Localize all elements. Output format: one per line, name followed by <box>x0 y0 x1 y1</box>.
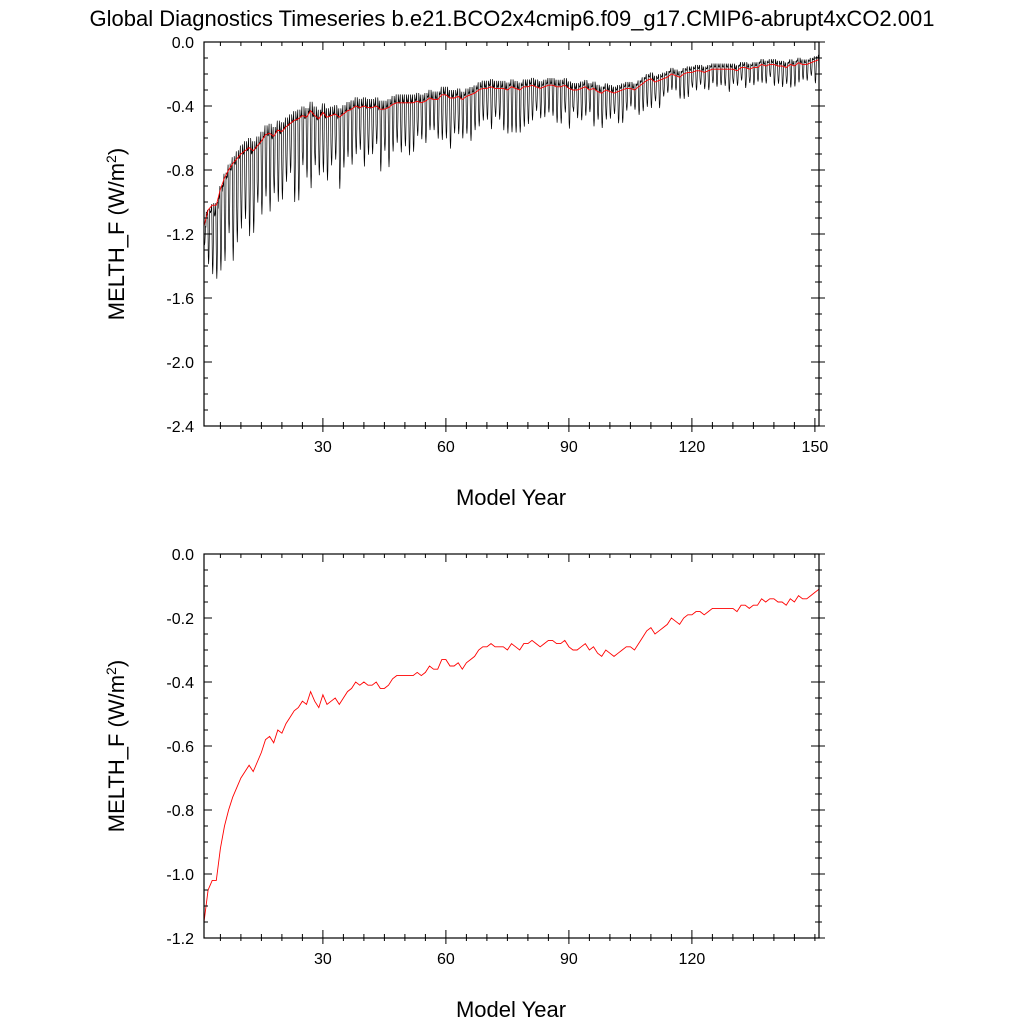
x-tick-label: 90 <box>560 439 578 456</box>
x-tick-label: 120 <box>679 951 706 968</box>
panel-bottom-tick-labels: 30 60 90 120 0.0 -0.2 -0.4 -0.6 -0.8 -1.0 -1.2 <box>166 547 705 968</box>
x-tick-label: 150 <box>802 439 829 456</box>
y-tick-label: -1.2 <box>166 931 194 948</box>
y-tick-label: 0.0 <box>172 35 194 52</box>
y-tick-label: -0.4 <box>166 99 194 116</box>
y-tick-label: -1.2 <box>166 227 194 244</box>
x-tick-label: 120 <box>679 439 706 456</box>
y-tick-label: -0.4 <box>166 675 194 692</box>
panel-top-annual-mean-line <box>203 59 820 227</box>
y-tick-label: -0.6 <box>166 739 194 756</box>
y-tick-label: -0.2 <box>166 611 194 628</box>
panel-bottom-ticks <box>204 553 825 944</box>
panel-bottom: 30 60 90 120 0.0 -0.2 -0.4 -0.6 -0.8 -1.0 -1.2 Mod… <box>103 547 825 1022</box>
panel-top-monthly-line <box>203 54 820 279</box>
panel-top-tick-labels: 30 60 90 120 150 0.0 -0.4 -0.8 -1.2 -1.6 -2.0 -2.4 <box>166 35 828 456</box>
y-tick-label: -1.0 <box>166 867 194 884</box>
x-tick-label: 30 <box>314 439 332 456</box>
y-tick-label: -0.8 <box>166 163 194 180</box>
y-tick-label: 0.0 <box>172 547 194 564</box>
x-tick-label: 60 <box>437 439 455 456</box>
panel-bottom-annual-mean-line <box>203 588 820 923</box>
x-tick-label: 90 <box>560 951 578 968</box>
panel-bottom-series <box>203 588 820 923</box>
x-tick-label: 30 <box>314 951 332 968</box>
panel-bottom-y-axis-label: MELTH_F (W/m2) <box>103 660 129 832</box>
figure-title: Global Diagnostics Timeseries b.e21.BCO2… <box>90 6 935 31</box>
panel-top-y-axis-label: MELTH_F (W/m2) <box>103 148 129 320</box>
y-tick-label: -0.8 <box>166 803 194 820</box>
panel-top-x-axis-label: Model Year <box>456 485 566 510</box>
y-tick-label: -2.0 <box>166 355 194 372</box>
panel-bottom-x-axis-label: Model Year <box>456 997 566 1022</box>
y-tick-label: -2.4 <box>166 419 194 436</box>
panel-top-ticks <box>204 41 825 432</box>
y-tick-label: -1.6 <box>166 291 194 308</box>
panel-top: 30 60 90 120 1500.0-0.4-0.8-1.2-1.6-2.0-2.4 … <box>103 35 828 510</box>
x-tick-label: 60 <box>437 951 455 968</box>
panel-bottom-frame <box>203 553 820 939</box>
panel-top-series <box>203 54 820 279</box>
